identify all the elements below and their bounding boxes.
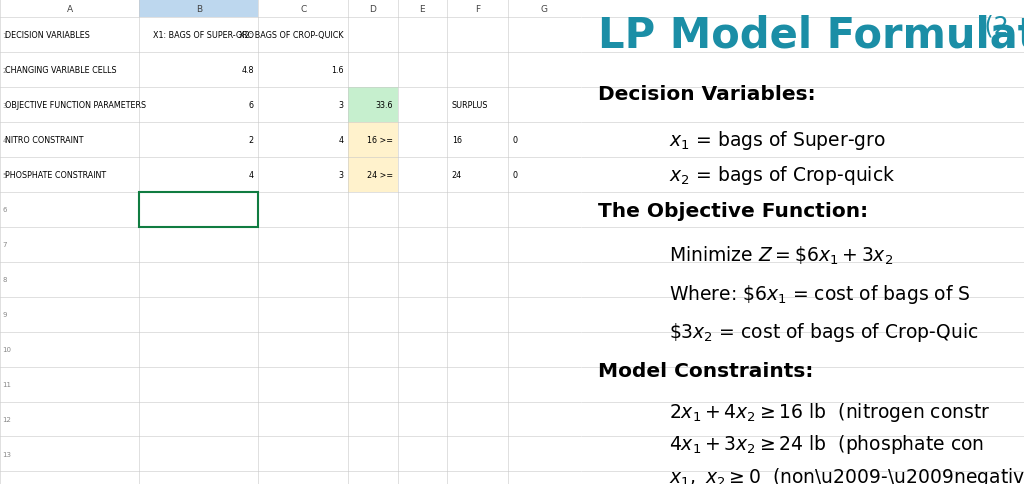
Text: Model Constraints:: Model Constraints: [598, 362, 814, 381]
Text: C: C [300, 5, 306, 14]
Text: E: E [420, 5, 425, 14]
Text: 16: 16 [452, 136, 462, 145]
Bar [348, 123, 397, 158]
Text: 0: 0 [513, 136, 518, 145]
Text: 12: 12 [2, 416, 11, 422]
Text: 9: 9 [2, 312, 7, 318]
Text: 11: 11 [2, 381, 11, 387]
Text: 4: 4 [2, 137, 7, 143]
Text: 7: 7 [2, 242, 7, 248]
Text: Minimize $Z = \$6x_1 + 3x_2$: Minimize $Z = \$6x_1 + 3x_2$ [670, 244, 894, 267]
Text: 24: 24 [452, 171, 462, 180]
Bar [348, 158, 397, 193]
Text: X1: BAGS OF SUPER-GRO: X1: BAGS OF SUPER-GRO [153, 31, 254, 40]
Text: 6: 6 [249, 101, 254, 110]
Text: 2: 2 [249, 136, 254, 145]
Bar [348, 88, 397, 123]
Text: 13: 13 [2, 451, 11, 457]
Bar [139, 0, 258, 18]
Text: A: A [67, 5, 73, 14]
Text: F: F [475, 5, 480, 14]
Text: 3: 3 [339, 171, 344, 180]
Text: (2: (2 [978, 15, 1009, 38]
Text: $\$3x_2$ = cost of bags of Crop-Quic: $\$3x_2$ = cost of bags of Crop-Quic [670, 320, 979, 343]
Text: 24 >=: 24 >= [367, 171, 393, 180]
Text: D: D [370, 5, 377, 14]
Text: 3: 3 [339, 101, 344, 110]
Text: G: G [541, 5, 548, 14]
Text: DECISION VARIABLES: DECISION VARIABLES [5, 31, 89, 40]
Text: X2: BAGS OF CROP-QUICK: X2: BAGS OF CROP-QUICK [240, 31, 344, 40]
Text: 0: 0 [513, 171, 518, 180]
Text: SURPLUS: SURPLUS [452, 101, 488, 110]
Text: The Objective Function:: The Objective Function: [598, 202, 868, 221]
Text: $x_1$ = bags of Super-gro: $x_1$ = bags of Super-gro [670, 129, 886, 152]
Text: 16 >=: 16 >= [367, 136, 393, 145]
Text: 4.8: 4.8 [242, 66, 254, 75]
Text: $x_2$ = bags of Crop-quick: $x_2$ = bags of Crop-quick [670, 164, 896, 187]
Text: 3: 3 [2, 103, 7, 108]
Text: 4: 4 [249, 171, 254, 180]
Text: OBJECTIVE FUNCTION PARAMETERS: OBJECTIVE FUNCTION PARAMETERS [5, 101, 145, 110]
Text: 1: 1 [2, 33, 7, 39]
Text: LP Model Formulation 2: LP Model Formulation 2 [598, 15, 1024, 57]
Text: 4: 4 [339, 136, 344, 145]
Text: $x_1,\ x_2 \geq 0$  (non\u2009-\u2009negativity constr: $x_1,\ x_2 \geq 0$ (non\u2009-\u2009nega… [670, 465, 1024, 484]
Text: 6: 6 [2, 207, 7, 213]
Text: CHANGING VARIABLE CELLS: CHANGING VARIABLE CELLS [5, 66, 117, 75]
Bar [139, 193, 258, 227]
Text: $4x_1 + 3x_2 \geq 24$ lb  (phosphate con: $4x_1 + 3x_2 \geq 24$ lb (phosphate con [670, 432, 984, 455]
Text: NITRO CONSTRAINT: NITRO CONSTRAINT [5, 136, 83, 145]
Text: $2x_1 + 4x_2 \geq 16$ lb  (nitrogen constr: $2x_1 + 4x_2 \geq 16$ lb (nitrogen const… [670, 400, 991, 423]
Text: 33.6: 33.6 [376, 101, 393, 110]
Text: 5: 5 [2, 172, 7, 178]
Text: PHOSPHATE CONSTRAINT: PHOSPHATE CONSTRAINT [5, 171, 105, 180]
Text: Decision Variables:: Decision Variables: [598, 84, 816, 104]
Text: 8: 8 [2, 277, 7, 283]
Text: Where: $\$6x_1$ = cost of bags of S: Where: $\$6x_1$ = cost of bags of S [670, 283, 971, 306]
Text: B: B [196, 5, 202, 14]
Text: 10: 10 [2, 347, 11, 352]
Text: 1.6: 1.6 [331, 66, 344, 75]
Text: 2: 2 [2, 68, 7, 74]
